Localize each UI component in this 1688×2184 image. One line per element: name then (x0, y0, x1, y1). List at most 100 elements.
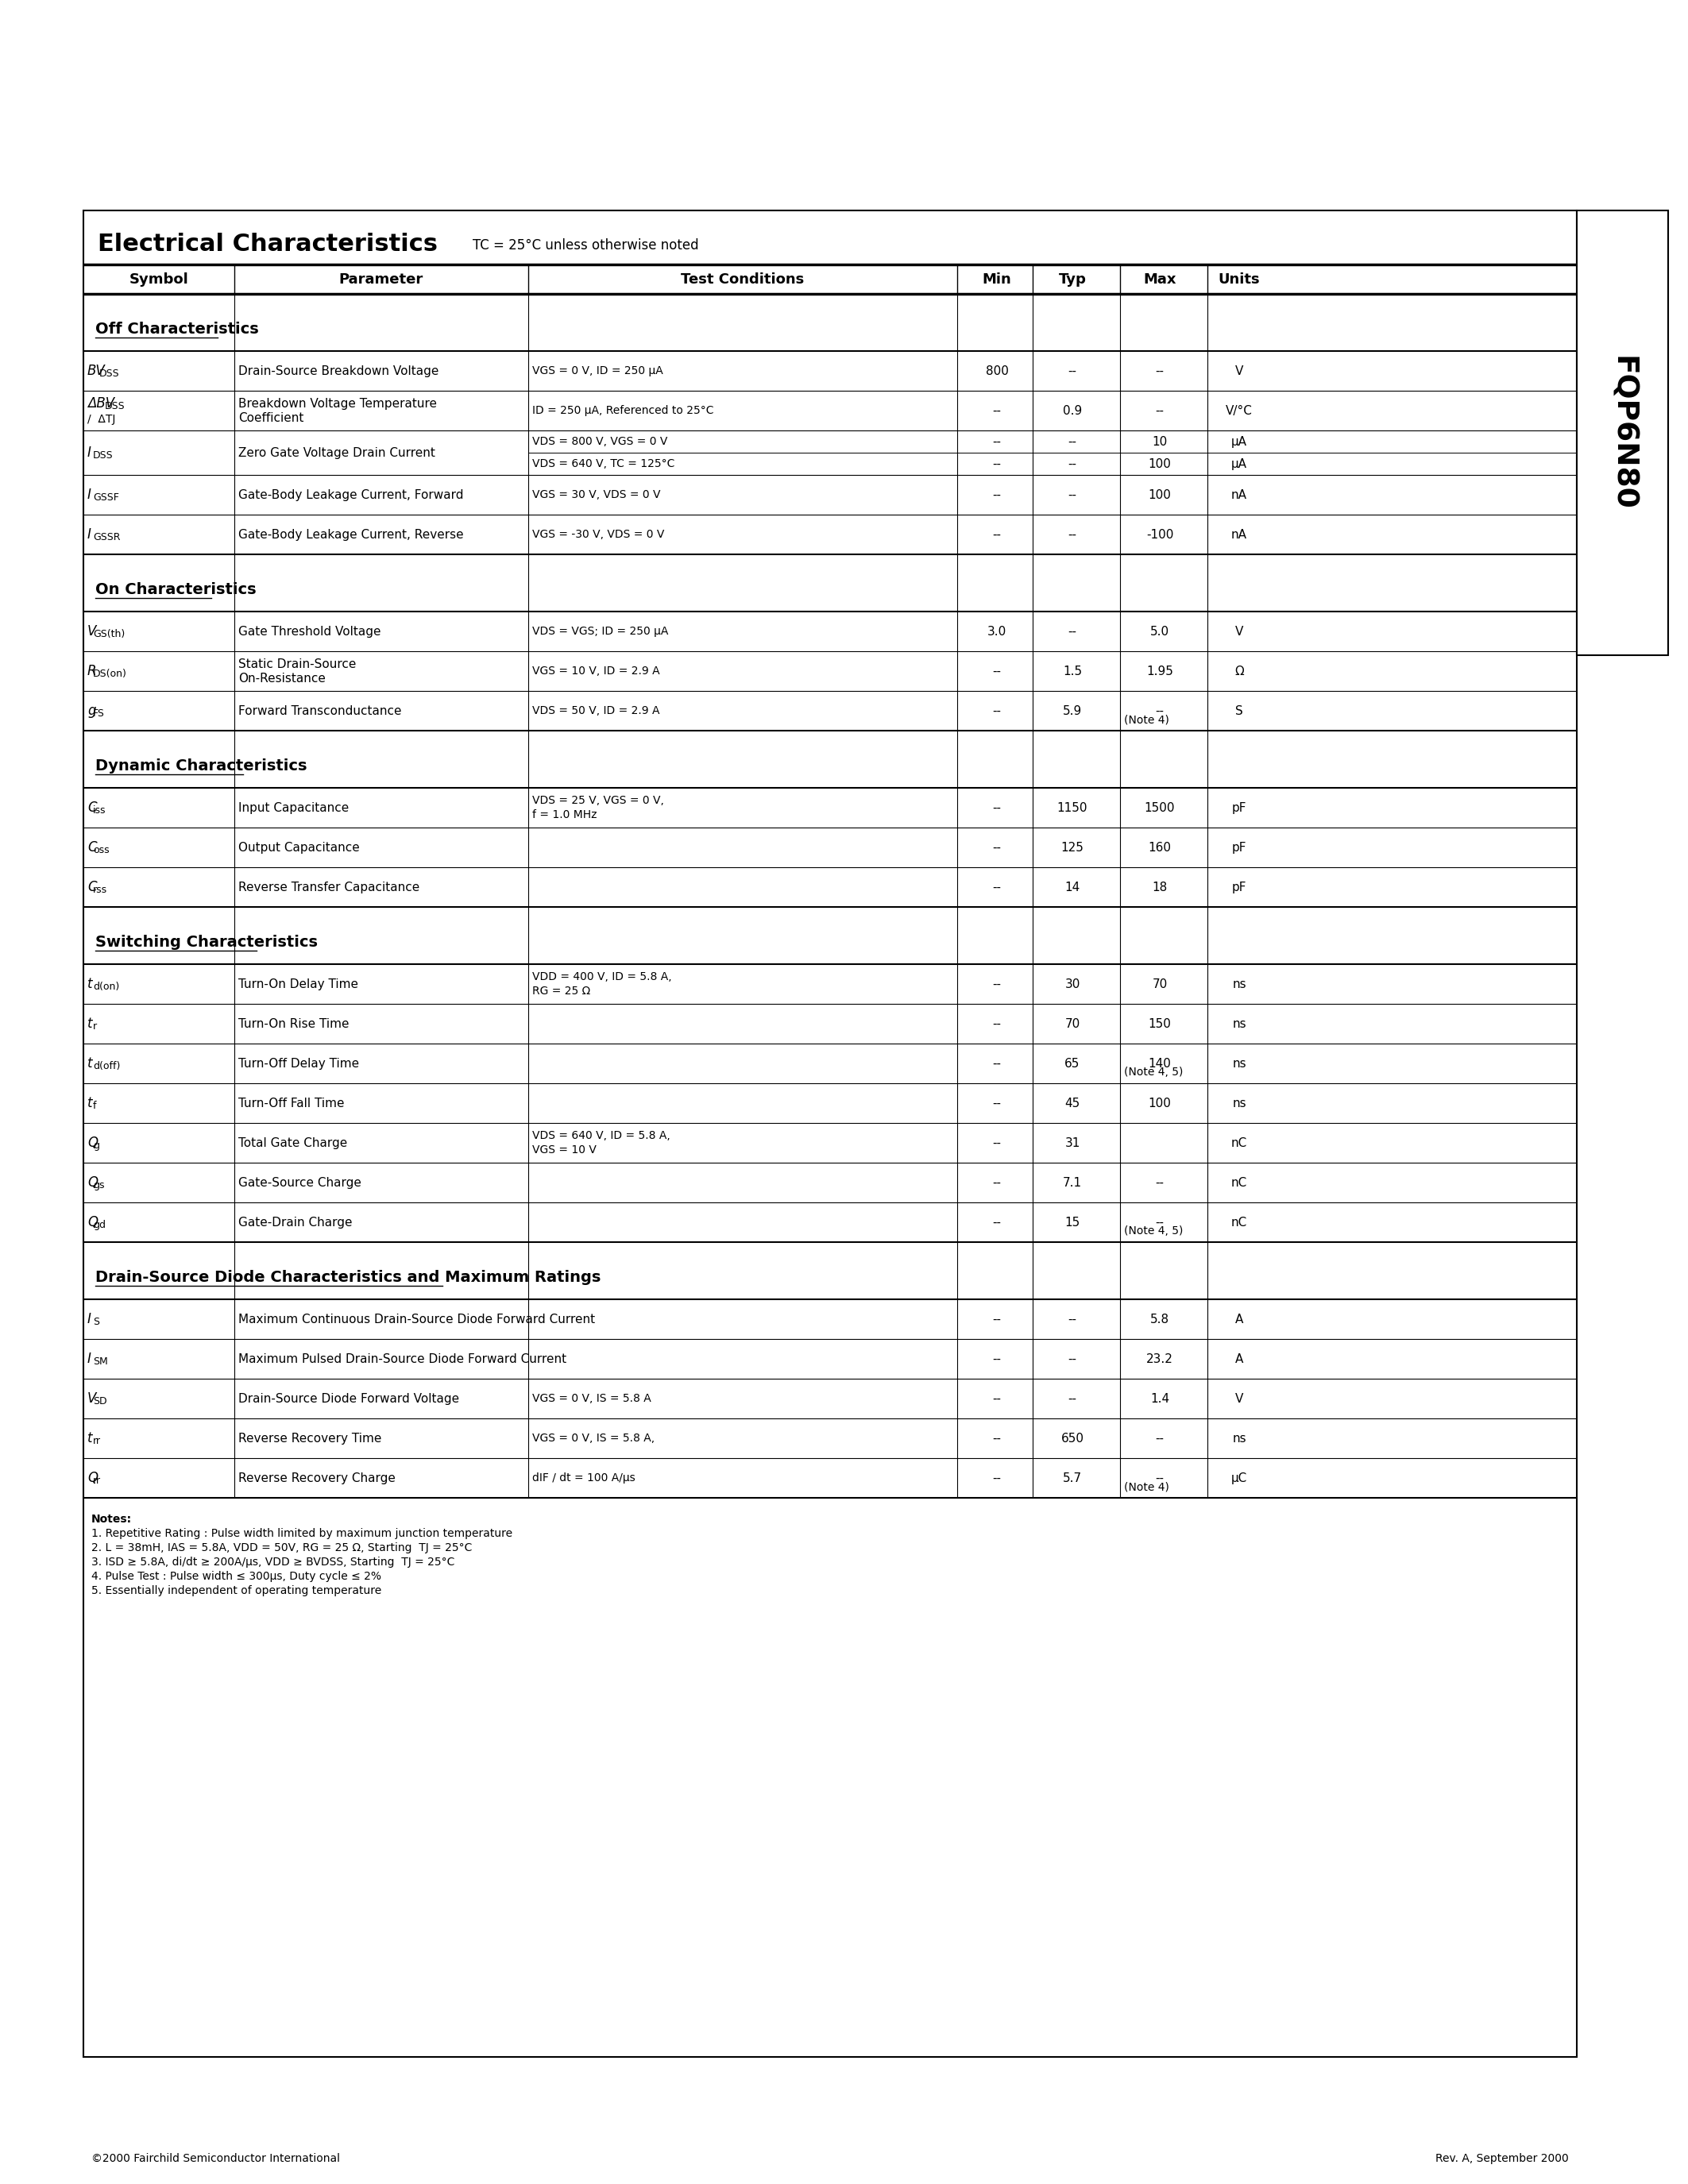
Text: 100: 100 (1148, 459, 1171, 470)
Text: --: -- (993, 1313, 1001, 1326)
Text: --: -- (993, 1138, 1001, 1149)
Text: --: -- (1155, 1472, 1165, 1483)
Text: 100: 100 (1148, 489, 1171, 500)
Text: Gate-Drain Charge: Gate-Drain Charge (238, 1216, 353, 1227)
Text: 5.0: 5.0 (1150, 625, 1170, 638)
Text: GSSF: GSSF (93, 491, 120, 502)
Text: gd: gd (93, 1219, 106, 1230)
Text: g: g (88, 703, 96, 719)
Text: 650: 650 (1060, 1433, 1084, 1444)
Text: VDS = 640 V, ID = 5.8 A,: VDS = 640 V, ID = 5.8 A, (532, 1129, 670, 1142)
Text: --: -- (993, 666, 1001, 677)
Text: --: -- (993, 802, 1001, 815)
Text: Static Drain-Source: Static Drain-Source (238, 657, 356, 670)
Text: V: V (88, 625, 96, 638)
Text: 100: 100 (1148, 1096, 1171, 1109)
Text: 15: 15 (1065, 1216, 1080, 1227)
Text: Input Capacitance: Input Capacitance (238, 802, 349, 815)
Text: 150: 150 (1148, 1018, 1171, 1029)
Text: --: -- (1069, 1352, 1077, 1365)
Text: --: -- (993, 841, 1001, 854)
Text: 5. Essentially independent of operating temperature: 5. Essentially independent of operating … (91, 1586, 381, 1597)
Text: --: -- (1069, 625, 1077, 638)
Text: Gate-Body Leakage Current, Reverse: Gate-Body Leakage Current, Reverse (238, 529, 464, 539)
Text: --: -- (1155, 365, 1165, 378)
Text: V/°C: V/°C (1225, 404, 1252, 417)
Text: --: -- (1069, 1313, 1077, 1326)
Text: Q: Q (88, 1175, 98, 1190)
Text: VDS = 800 V, VGS = 0 V: VDS = 800 V, VGS = 0 V (532, 437, 667, 448)
Text: Maximum Continuous Drain-Source Diode Forward Current: Maximum Continuous Drain-Source Diode Fo… (238, 1313, 596, 1326)
Text: DSS: DSS (105, 400, 125, 411)
Text: t: t (88, 1096, 93, 1109)
Text: 31: 31 (1065, 1138, 1080, 1149)
Text: VGS = 0 V, IS = 5.8 A: VGS = 0 V, IS = 5.8 A (532, 1393, 652, 1404)
Text: DS(on): DS(on) (93, 668, 127, 679)
Text: VGS = 10 V: VGS = 10 V (532, 1144, 596, 1155)
Text: (Note 4): (Note 4) (1124, 714, 1170, 725)
Text: ns: ns (1232, 1096, 1246, 1109)
Text: S: S (93, 1317, 100, 1326)
Text: 1.95: 1.95 (1146, 666, 1173, 677)
Text: --: -- (993, 404, 1001, 417)
Text: 10: 10 (1153, 435, 1168, 448)
Text: --: -- (993, 1352, 1001, 1365)
Text: FS: FS (93, 708, 105, 719)
Text: gs: gs (93, 1179, 105, 1190)
Text: TC = 25°C unless otherwise noted: TC = 25°C unless otherwise noted (473, 238, 699, 253)
Text: 800: 800 (986, 365, 1008, 378)
Text: --: -- (993, 489, 1001, 500)
Text: 65: 65 (1065, 1057, 1080, 1070)
Text: 45: 45 (1065, 1096, 1080, 1109)
Text: --: -- (1069, 435, 1077, 448)
Text: 1. Repetitive Rating : Pulse width limited by maximum junction temperature: 1. Repetitive Rating : Pulse width limit… (91, 1529, 513, 1540)
Text: rr: rr (93, 1474, 101, 1485)
Text: pF: pF (1232, 802, 1246, 815)
Text: GS(th): GS(th) (93, 629, 125, 640)
Text: ns: ns (1232, 1018, 1246, 1029)
Text: nC: nC (1231, 1216, 1247, 1227)
Text: 140: 140 (1148, 1057, 1171, 1070)
Text: VDD = 400 V, ID = 5.8 A,: VDD = 400 V, ID = 5.8 A, (532, 972, 672, 983)
Text: VDS = VGS; ID = 250 μA: VDS = VGS; ID = 250 μA (532, 627, 668, 638)
Text: ns: ns (1232, 1433, 1246, 1444)
Text: --: -- (993, 1096, 1001, 1109)
Text: 160: 160 (1148, 841, 1171, 854)
Text: Parameter: Parameter (339, 273, 424, 286)
Text: Drain-Source Diode Characteristics and Maximum Ratings: Drain-Source Diode Characteristics and M… (95, 1269, 601, 1284)
Text: d(off): d(off) (93, 1061, 120, 1070)
Text: Gate Threshold Voltage: Gate Threshold Voltage (238, 625, 381, 638)
Text: 5.7: 5.7 (1063, 1472, 1082, 1483)
Text: V: V (1236, 365, 1244, 378)
Text: 7.1: 7.1 (1063, 1177, 1082, 1188)
Text: f: f (93, 1101, 96, 1112)
Text: Max: Max (1143, 273, 1177, 286)
Text: A: A (1236, 1313, 1244, 1326)
Text: VGS = 0 V, ID = 250 μA: VGS = 0 V, ID = 250 μA (532, 365, 663, 376)
Text: C: C (88, 880, 96, 893)
Text: V: V (88, 1391, 96, 1406)
Text: SM: SM (93, 1356, 108, 1367)
Text: Reverse Recovery Charge: Reverse Recovery Charge (238, 1472, 395, 1483)
Text: --: -- (993, 1216, 1001, 1227)
Text: /  ΔTJ: / ΔTJ (88, 413, 115, 426)
Text: --: -- (993, 1433, 1001, 1444)
Text: Drain-Source Diode Forward Voltage: Drain-Source Diode Forward Voltage (238, 1393, 459, 1404)
Text: Dynamic Characteristics: Dynamic Characteristics (95, 758, 307, 773)
Text: Zero Gate Voltage Drain Current: Zero Gate Voltage Drain Current (238, 448, 436, 459)
Text: RG = 25 Ω: RG = 25 Ω (532, 985, 591, 996)
Text: μA: μA (1231, 435, 1247, 448)
Text: t: t (88, 1431, 93, 1446)
Text: oss: oss (93, 845, 110, 854)
Text: 1150: 1150 (1057, 802, 1087, 815)
Text: Rev. A, September 2000: Rev. A, September 2000 (1435, 2153, 1568, 2164)
Text: rr: rr (93, 1435, 101, 1446)
Text: Reverse Transfer Capacitance: Reverse Transfer Capacitance (238, 880, 420, 893)
Text: --: -- (1069, 489, 1077, 500)
Text: --: -- (1155, 1177, 1165, 1188)
Text: --: -- (993, 459, 1001, 470)
Text: --: -- (1155, 404, 1165, 417)
Text: f = 1.0 MHz: f = 1.0 MHz (532, 810, 598, 821)
Text: --: -- (1069, 1393, 1077, 1404)
Text: C: C (88, 841, 96, 854)
